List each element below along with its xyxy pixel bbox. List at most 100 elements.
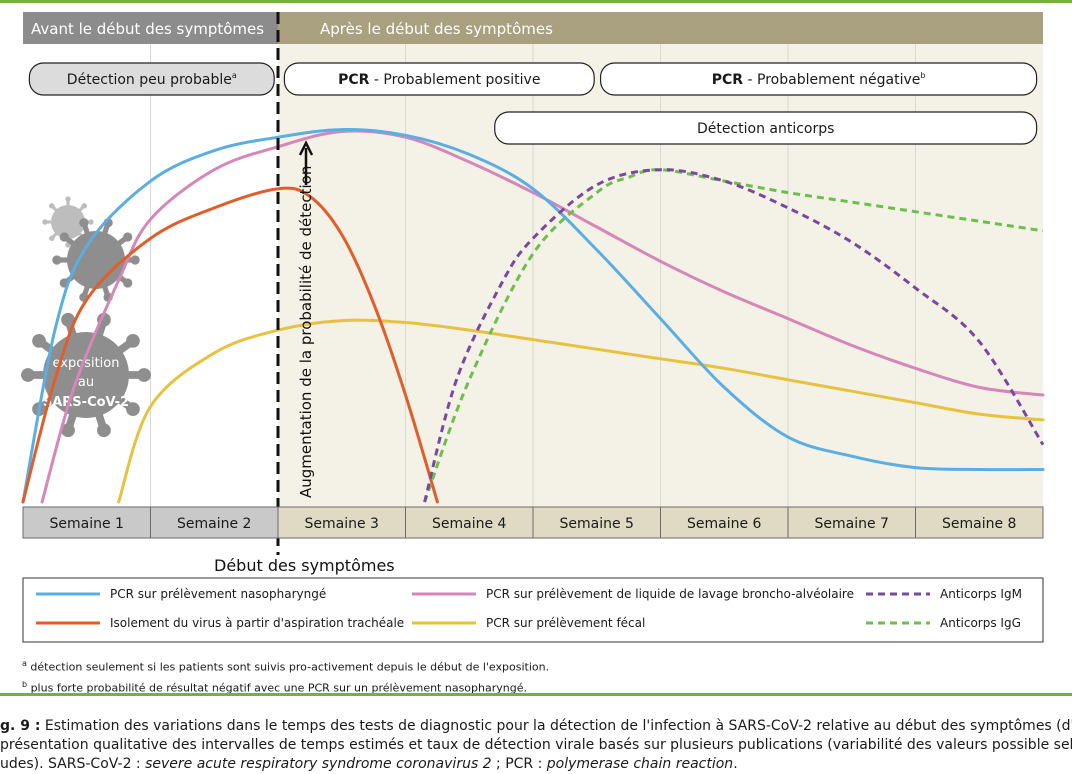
band-pill: [283, 62, 595, 96]
y-axis-label-group: Augmentation de la probabilité de détect…: [297, 140, 315, 498]
caption-line-2: présentation qualitative des intervalles…: [0, 736, 1072, 755]
legend-label: PCR sur prélèvement nasopharyngé: [110, 587, 326, 601]
virus-spike-tip: [65, 196, 71, 202]
legend-item-s4: PCR sur prélèvement fécal: [412, 616, 645, 630]
legend-item-s6: Anticorps IgG: [866, 616, 1021, 630]
footnote-a-text: détection seulement si les patients sont…: [30, 660, 550, 674]
legend-label: PCR sur prélèvement de liquide de lavage…: [486, 587, 854, 601]
caption-rule: [0, 693, 1072, 696]
virus-spike-tip: [42, 219, 48, 225]
virus-spike-tip: [49, 235, 55, 241]
week-tick-label: Semaine 4: [432, 516, 507, 532]
virus-spike-tip: [52, 255, 62, 265]
series-line-s4: [117, 318, 1045, 504]
virus-spike-tip: [49, 203, 55, 209]
caption-line-1: g. 9 : Estimation des variations dans le…: [0, 717, 1072, 736]
band-label-text: - Probablement négative: [743, 72, 920, 88]
week-cell: [22, 506, 151, 539]
legend-item-s5: Anticorps IgM: [866, 587, 1022, 601]
week-tick-label: Semaine 2: [177, 516, 251, 532]
band-label: PCR - Probablement positive: [338, 72, 540, 88]
series-line-s1: [21, 128, 1045, 504]
caption-term-pcr: polymerase chain reaction: [546, 756, 734, 772]
caption-text-2: présentation qualitative des intervalles…: [0, 737, 1072, 753]
band-label-text: - Probablement positive: [369, 72, 540, 88]
caption-figure-number: g. 9 :: [0, 718, 41, 734]
band-label-sup: a: [232, 71, 237, 80]
virus-spike-tip: [123, 278, 133, 288]
virus-spike-tip: [88, 219, 94, 225]
caption-line-3: udes). SARS-CoV-2 : severe acute respira…: [0, 755, 1072, 774]
virus-spike-tip: [123, 232, 133, 242]
week-tick-label: Semaine 3: [305, 516, 379, 532]
y-axis-label: Augmentation de la probabilité de détect…: [297, 166, 315, 498]
legend-item-s2: PCR sur prélèvement de liquide de lavage…: [412, 587, 854, 601]
legend-item-s1: PCR sur prélèvement nasopharyngé: [36, 587, 326, 601]
virus-spike-tip: [32, 333, 46, 348]
week-cell: [150, 506, 279, 539]
virus-body: [51, 205, 85, 239]
virus-spike-tip: [126, 333, 140, 348]
week-tick-label: Semaine 1: [50, 516, 124, 532]
virus-spike-tip: [59, 232, 69, 242]
virus-label-line-3: SARS-CoV-2: [43, 395, 129, 410]
virus-body: [67, 231, 125, 289]
footnotes: a détection seulement si les patients so…: [22, 655, 549, 696]
week-tick-label: Semaine 8: [942, 516, 1016, 532]
virus-spike-tip: [137, 368, 151, 382]
virus-label-line-2: au: [78, 375, 94, 390]
band-b1: Détection peu probablea: [28, 62, 275, 96]
series-line-s6: [423, 168, 1044, 503]
virus-spike-tip: [61, 423, 75, 438]
up-arrow-icon: [298, 140, 314, 185]
band-label-bold: PCR: [338, 72, 370, 88]
caption-text-3a: udes). SARS-CoV-2 :: [0, 756, 146, 772]
virus-spike-tip: [126, 402, 140, 417]
legend: PCR sur prélèvement nasopharyngé PCR sur …: [22, 577, 1044, 643]
band-label-text: Détection anticorps: [697, 121, 835, 137]
caption-text-1: Estimation des variations dans le temps …: [40, 718, 1072, 734]
band-b2: PCR - Probablement positive: [283, 62, 595, 96]
legend-label: PCR sur prélèvement fécal: [486, 616, 645, 630]
phase-header-before: [23, 12, 278, 44]
virus-spike-tip: [61, 312, 75, 327]
week-tick-label: Semaine 7: [815, 516, 889, 532]
phase-header-after: [278, 12, 1043, 44]
legend-label: Isolement du virus à partir d'aspiration…: [110, 616, 404, 630]
virus-spike-tip: [81, 203, 87, 209]
diagnostic-timeline-chart: Avant le début des symptômes Après le dé…: [21, 12, 1045, 643]
phase-label-before: Avant le début des symptômes: [31, 20, 264, 38]
virus-spike-tip: [130, 255, 140, 265]
band-label: PCR - Probablement négativeb: [712, 71, 926, 88]
legend-item-s3: Isolement du virus à partir d'aspiration…: [36, 616, 404, 630]
phase-label-after: Après le début des symptômes: [320, 20, 553, 38]
band-pill: [599, 62, 1038, 96]
caption-term-sars: severe acute respiratory syndrome corona…: [145, 756, 492, 772]
week-cell: [532, 506, 661, 539]
caption-text-3c: ; PCR :: [491, 756, 547, 772]
legend-box: [22, 577, 1044, 643]
week-cell: [915, 506, 1044, 539]
week-tick-label: Semaine 6: [687, 516, 762, 532]
footnote-a: a détection seulement si les patients so…: [22, 659, 550, 674]
virus-spike-tip: [79, 218, 89, 228]
band-label-text: Détection peu probable: [67, 72, 232, 88]
band-b4: Détection anticorps: [494, 111, 1038, 145]
band-label: Détection peu probablea: [67, 71, 237, 88]
week-cell: [405, 506, 534, 539]
footnote-b: b plus forte probabilité de résultat nég…: [22, 679, 527, 695]
week-cell: [277, 506, 406, 539]
caption-text-3e: .: [733, 756, 738, 772]
symptom-onset-label: Début des symptômes: [214, 556, 395, 575]
band-b3: PCR - Probablement négativeb: [599, 62, 1038, 96]
week-cell: [660, 506, 789, 539]
virus-spike-tip: [21, 368, 35, 382]
week-tick-label: Semaine 5: [560, 516, 634, 532]
week-axis: Semaine 1 Semaine 2 Semaine 3 Semaine 4 Sema…: [22, 506, 1044, 539]
band-label-sup: b: [920, 71, 925, 80]
virus-spike-tip: [97, 423, 111, 438]
band-label: Détection anticorps: [697, 121, 835, 137]
band-pill: [28, 62, 275, 96]
virus-label-line-1: exposition: [53, 356, 120, 371]
series-line-s2: [40, 129, 1045, 504]
